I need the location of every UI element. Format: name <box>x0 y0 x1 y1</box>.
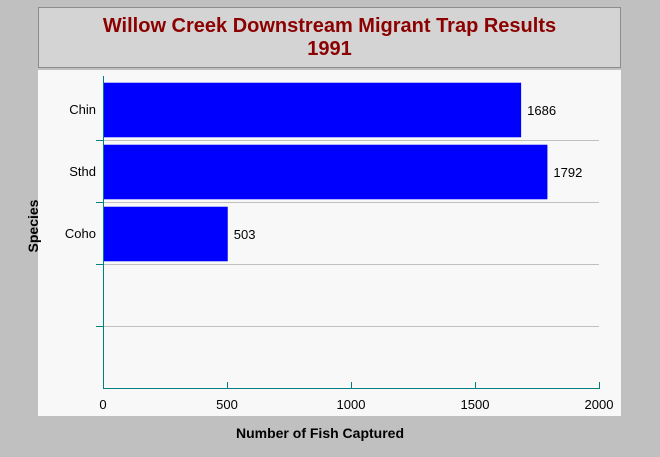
category-label-chin: Chin <box>69 102 96 117</box>
chart-subtitle: 1991 <box>307 38 352 60</box>
bar-chin <box>103 82 522 138</box>
x-tick-label: 0 <box>99 397 106 412</box>
bar-coho <box>103 206 228 262</box>
x-axis-label: Number of Fish Captured <box>235 425 404 441</box>
category-label-sthd: Sthd <box>69 164 96 179</box>
x-tick-label: 1000 <box>337 397 366 412</box>
data-label-coho: 503 <box>234 227 256 242</box>
x-tick-label: 1500 <box>461 397 490 412</box>
chart-title: Willow Creek Downstream Migrant Trap Res… <box>102 15 557 37</box>
y-axis-label: Species <box>25 199 41 253</box>
bar-sthd <box>103 144 548 200</box>
x-tick-label: 2000 <box>585 397 614 412</box>
x-tick-label: 500 <box>216 397 238 412</box>
data-label-chin: 1686 <box>527 103 556 118</box>
data-label-sthd: 1792 <box>553 165 582 180</box>
chart-title-box: Willow Creek Downstream Migrant Trap Res… <box>38 7 621 68</box>
category-label-coho: Coho <box>65 226 96 241</box>
